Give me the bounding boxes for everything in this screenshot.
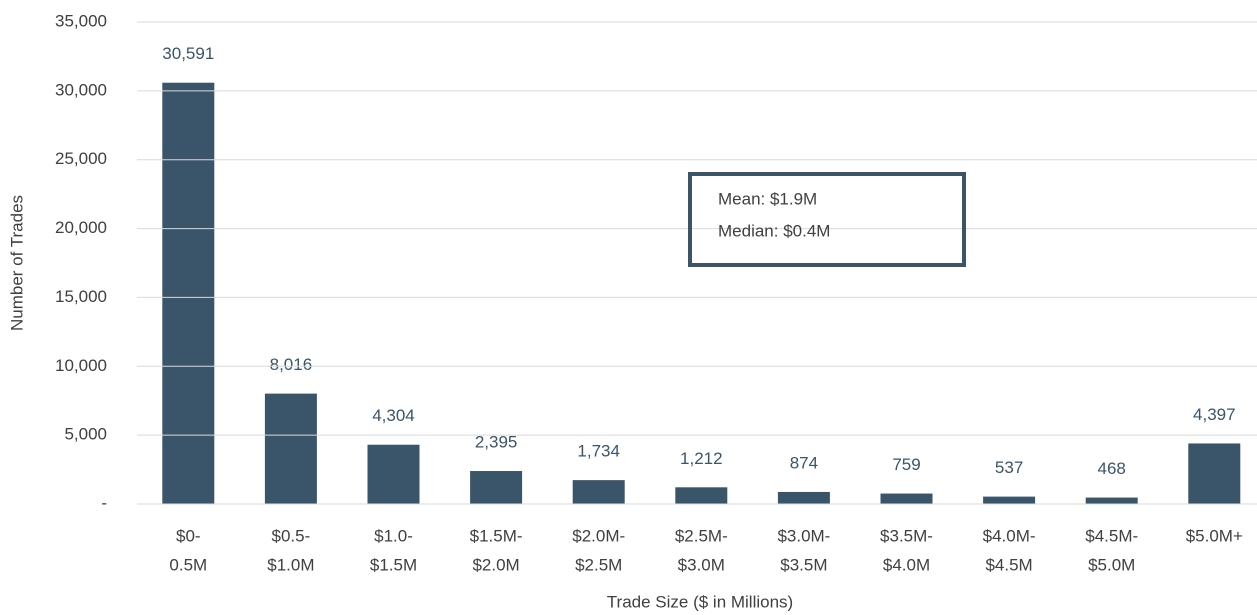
bar xyxy=(777,491,830,504)
data-label: 4,304 xyxy=(372,406,415,425)
bar xyxy=(572,480,625,504)
bar xyxy=(880,493,933,504)
y-tick-label: 25,000 xyxy=(55,149,107,168)
x-axis-title: Trade Size ($ in Millions) xyxy=(607,592,793,611)
x-tick-label: $3.0M xyxy=(678,555,725,574)
y-tick-label: 30,000 xyxy=(55,80,107,99)
bar xyxy=(264,393,317,504)
x-tick-label: $0.5- xyxy=(272,526,311,545)
x-tick-label: $4.0M xyxy=(883,555,930,574)
x-tick-label: 0.5M xyxy=(169,555,207,574)
data-label: 468 xyxy=(1098,459,1126,478)
y-tick-label: 15,000 xyxy=(55,287,107,306)
x-tick-label: $1.5M- xyxy=(470,526,523,545)
data-label: 2,395 xyxy=(475,433,518,452)
x-tick-label: $3.5M- xyxy=(880,526,933,545)
x-tick-label: $2.0M xyxy=(472,555,519,574)
data-label: 1,734 xyxy=(577,442,620,461)
annotation: Mean: $1.9M xyxy=(718,189,817,208)
bar xyxy=(983,496,1036,504)
data-label: 30,591 xyxy=(162,44,214,63)
data-label: 874 xyxy=(790,453,818,472)
data-label: 8,016 xyxy=(270,355,313,374)
x-tick-label: $1.0- xyxy=(374,526,413,545)
y-tick-label: - xyxy=(101,493,107,512)
x-tick-label: $4.0M- xyxy=(983,526,1036,545)
bar xyxy=(675,487,728,504)
x-tick-label: $2.0M- xyxy=(572,526,625,545)
data-label: 759 xyxy=(892,455,920,474)
x-tick-label: $0- xyxy=(176,526,201,545)
x-tick-label: $5.0M+ xyxy=(1186,526,1243,545)
x-tick-label: $1.0M xyxy=(267,555,314,574)
y-tick-label: 5,000 xyxy=(64,425,107,444)
x-tick-label: $1.5M xyxy=(370,555,417,574)
bar xyxy=(367,444,420,504)
data-label: 1,212 xyxy=(680,449,723,468)
x-tick-label: $2.5M xyxy=(575,555,622,574)
bar xyxy=(1085,497,1138,504)
y-tick-label: 10,000 xyxy=(55,356,107,375)
x-tick-label: $3.5M xyxy=(780,555,827,574)
x-tick-label: $4.5M- xyxy=(1085,526,1138,545)
y-axis-title: Number of Trades xyxy=(7,195,26,331)
annotation: Median: $0.4M xyxy=(718,221,830,240)
y-tick-label: 35,000 xyxy=(55,11,107,30)
annotation-box xyxy=(688,172,966,267)
x-tick-label: $2.5M- xyxy=(675,526,728,545)
data-label: 4,397 xyxy=(1193,405,1236,424)
bar xyxy=(162,82,215,504)
bar xyxy=(1188,443,1241,504)
data-label: 537 xyxy=(995,458,1023,477)
bar xyxy=(470,471,523,504)
x-tick-label: $3.0M- xyxy=(777,526,830,545)
x-tick-label: $4.5M xyxy=(985,555,1032,574)
x-tick-label: $5.0M xyxy=(1088,555,1135,574)
y-tick-label: 20,000 xyxy=(55,218,107,237)
